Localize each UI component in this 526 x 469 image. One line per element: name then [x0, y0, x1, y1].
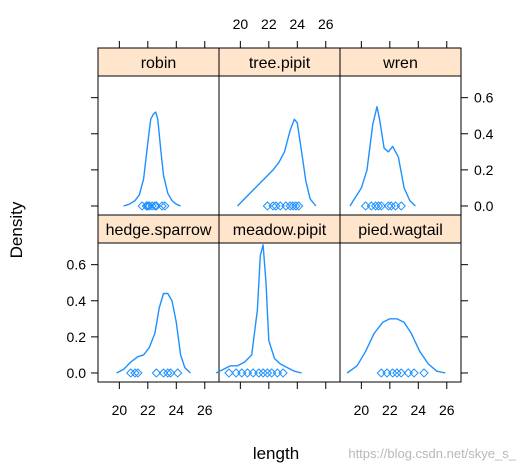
- y-tick-label: 0.4: [474, 126, 494, 142]
- rug-point: [224, 368, 234, 378]
- density-line: [116, 292, 191, 374]
- panel-frame: [218, 75, 341, 216]
- strip-background: [97, 214, 220, 244]
- strip-background: [339, 214, 462, 244]
- rug-point: [133, 368, 143, 378]
- y-tick-label: 0.2: [474, 162, 494, 178]
- y-tick-label: 0.0: [67, 365, 87, 381]
- panel-robin: robin: [97, 47, 220, 216]
- rug-point: [258, 368, 268, 378]
- rug-point: [392, 368, 402, 378]
- rug-point: [147, 201, 157, 211]
- strip-label: robin: [141, 55, 177, 72]
- rug-point: [165, 368, 176, 378]
- rug-point: [254, 368, 264, 378]
- rug-point: [383, 201, 394, 211]
- rug-point: [163, 368, 173, 378]
- strip-label: meadow.pipit: [233, 222, 327, 239]
- rug-point: [272, 368, 283, 378]
- rug-point: [130, 368, 140, 378]
- rug-point: [151, 368, 162, 378]
- rug-point: [291, 201, 301, 211]
- rug-point: [409, 368, 419, 378]
- rug-point: [373, 201, 384, 211]
- rug-point: [242, 368, 253, 378]
- density-line: [349, 105, 416, 207]
- y-tick-label: 0.6: [474, 90, 494, 106]
- x-tick-label: 26: [318, 16, 334, 32]
- rug-point: [386, 201, 396, 211]
- panel-tree-pipit: tree.pipit: [218, 47, 341, 216]
- density-line: [346, 318, 446, 374]
- rug-point: [382, 368, 392, 378]
- strip-label: wren: [382, 55, 418, 72]
- panel-frame: [218, 242, 341, 383]
- y-tick-label: 0.4: [67, 293, 87, 309]
- panel-frame: [97, 75, 220, 216]
- panel-frame: [339, 242, 462, 383]
- rug-point: [173, 368, 183, 378]
- watermark-text: https://blog.csdn.net/skye_s_: [348, 446, 516, 461]
- rug-point: [278, 368, 288, 378]
- x-axis-title: length: [253, 444, 299, 463]
- rug-point: [419, 368, 429, 378]
- rug-point: [150, 201, 160, 211]
- panel-hedge-sparrow: hedge.sparrow: [97, 214, 220, 383]
- x-tick-label: 24: [169, 402, 185, 418]
- axes-layer: 20 22 24 26 20 22 24 26 20 22 24 26 0.0 0.0 0.2 0.2 0.4 0…: [67, 16, 494, 418]
- y-tick-label: 0.6: [67, 257, 87, 273]
- x-tick-label: 22: [382, 402, 398, 418]
- rug-point: [126, 368, 136, 378]
- panel-meadow-pipit: meadow.pipit: [215, 214, 341, 383]
- rug-point: [376, 201, 386, 211]
- strip-label: tree.pipit: [249, 55, 311, 72]
- density-line: [123, 111, 181, 207]
- rug-point: [396, 201, 406, 211]
- x-tick-label: 24: [411, 402, 427, 418]
- x-tick-label: 20: [112, 402, 128, 418]
- strip-label: pied.wagtail: [358, 222, 443, 239]
- panels-layer: robin tree.pipit wren hedge.sparrow meadow.p…: [97, 47, 462, 383]
- x-tick-label: 22: [140, 402, 156, 418]
- x-tick-label: 20: [354, 402, 370, 418]
- rug-point: [294, 201, 304, 211]
- rug-point: [271, 201, 281, 211]
- rug-point: [262, 201, 273, 211]
- y-tick-label: 0.0: [474, 198, 494, 214]
- rug-point: [396, 368, 406, 378]
- x-tick-label: 22: [261, 16, 277, 32]
- panel-pied-wagtail: pied.wagtail: [339, 214, 462, 383]
- rug-point: [387, 368, 398, 378]
- x-tick-label: 20: [233, 16, 249, 32]
- rug-point: [268, 201, 278, 211]
- y-tick-label: 0.2: [67, 329, 87, 345]
- rug-point: [248, 368, 258, 378]
- rug-point: [366, 201, 377, 211]
- x-tick-label: 26: [197, 402, 213, 418]
- rug-point: [158, 368, 169, 378]
- density-line: [237, 118, 317, 207]
- rug-point: [143, 201, 153, 211]
- strip-background: [339, 47, 462, 77]
- density-line: [215, 244, 302, 374]
- rug-point: [160, 201, 170, 211]
- strip-background: [218, 47, 341, 77]
- x-tick-label: 24: [290, 16, 306, 32]
- x-tick-label: 26: [439, 402, 455, 418]
- rug-point: [262, 368, 273, 378]
- rug-point: [237, 368, 247, 378]
- rug-point: [360, 201, 371, 211]
- strip-background: [218, 214, 341, 244]
- rug-point: [376, 368, 386, 378]
- rug-point: [157, 201, 167, 211]
- y-axis-title: Density: [7, 201, 26, 258]
- panel-wren: wren: [339, 47, 462, 216]
- rug-point: [281, 201, 291, 211]
- strip-label: hedge.sparrow: [106, 222, 212, 239]
